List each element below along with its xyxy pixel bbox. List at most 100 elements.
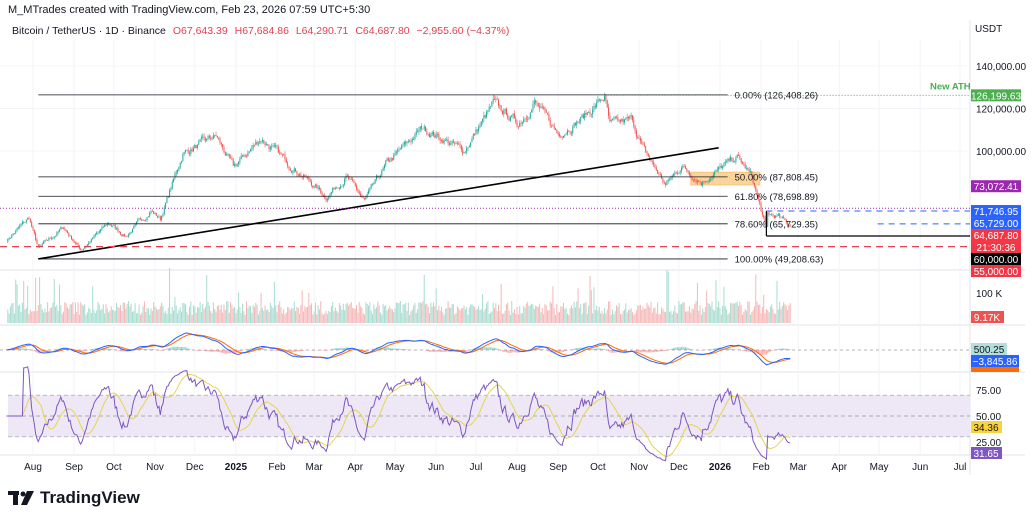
volume-bar xyxy=(223,304,225,323)
volume-bar xyxy=(165,310,167,323)
tradingview-logo[interactable]: TradingView xyxy=(8,488,140,508)
candle-body xyxy=(667,179,669,181)
volume-bar xyxy=(545,305,547,323)
macd-histogram-bar xyxy=(744,350,746,352)
volume-bar xyxy=(767,310,769,323)
macd-histogram-bar xyxy=(15,348,17,350)
candle-body xyxy=(467,147,469,149)
candle-body xyxy=(784,218,786,220)
macd-histogram-bar xyxy=(732,349,734,350)
volume-bar xyxy=(621,314,623,323)
candle-body xyxy=(619,119,621,122)
volume-bar xyxy=(303,311,305,323)
volume-bar xyxy=(405,302,407,323)
volume-bar xyxy=(460,308,462,323)
candle-body xyxy=(714,172,716,175)
volume-bar xyxy=(394,308,396,323)
candle-body xyxy=(235,164,237,166)
volume-bar xyxy=(175,305,177,323)
candle-body xyxy=(126,236,128,237)
macd-histogram-bar xyxy=(170,347,172,350)
candle-body xyxy=(617,117,619,121)
volume-bar xyxy=(102,304,104,323)
candle-body xyxy=(66,231,68,234)
macd-histogram-bar xyxy=(391,348,393,350)
volume-bar xyxy=(653,308,655,323)
candle-body xyxy=(677,172,679,174)
volume-bar xyxy=(108,312,110,323)
candle-body xyxy=(650,159,652,162)
candle-body xyxy=(157,215,159,218)
candle-body xyxy=(759,199,761,204)
macd-histogram-bar xyxy=(637,350,639,353)
volume-bar xyxy=(512,312,514,323)
volume-bar xyxy=(467,314,469,323)
macd-histogram-bar xyxy=(394,348,396,350)
candle-body xyxy=(147,216,149,218)
candle-body xyxy=(679,171,681,173)
macd-histogram-bar xyxy=(661,350,663,352)
candle-body xyxy=(117,228,119,232)
macd-histogram-bar xyxy=(207,350,209,352)
macd-histogram-bar xyxy=(560,350,562,353)
volume-bar xyxy=(421,303,423,323)
macd-histogram-bar xyxy=(35,350,37,353)
candle-body xyxy=(338,188,340,190)
candle-body xyxy=(332,187,334,193)
rsi-label-bg xyxy=(971,447,1002,459)
candle-body xyxy=(597,99,599,103)
trendline xyxy=(38,147,719,260)
candle-body xyxy=(45,239,47,241)
volume-bar xyxy=(637,305,639,323)
volume-bar xyxy=(179,307,181,323)
attribution: M_MTrades created with TradingView.com, … xyxy=(8,4,371,16)
volume-bar xyxy=(407,302,409,323)
macd-histogram-bar xyxy=(293,350,295,352)
macd-histogram-bar xyxy=(146,349,148,350)
candle-body xyxy=(422,128,424,130)
candle-body xyxy=(434,135,436,138)
macd-histogram-bar xyxy=(787,349,789,350)
candle-body xyxy=(151,211,153,212)
volume-bar xyxy=(287,307,289,323)
volume-bar xyxy=(314,302,316,323)
macd-histogram-bar xyxy=(674,347,676,350)
candle-body xyxy=(203,136,205,139)
candle-body xyxy=(704,181,706,182)
macd-histogram-bar xyxy=(482,347,484,350)
volume-bar xyxy=(536,306,538,323)
candle-body xyxy=(499,105,501,106)
candle-body xyxy=(531,109,533,113)
macd-histogram-bar xyxy=(573,348,575,350)
candle-body xyxy=(53,236,55,238)
macd-histogram-bar xyxy=(574,348,576,350)
candle-body xyxy=(84,247,86,249)
candle-body xyxy=(757,195,759,200)
rsi-ma-label: 34.36 xyxy=(973,423,998,434)
volume-bar xyxy=(12,303,14,323)
candle-body xyxy=(89,242,91,243)
candle-body xyxy=(214,134,216,136)
candle-body xyxy=(749,170,751,172)
macd-histogram-bar xyxy=(253,348,255,350)
macd-histogram-bar xyxy=(491,347,493,350)
macd-histogram-bar xyxy=(300,350,302,352)
macd-histogram-bar xyxy=(722,348,724,350)
volume-bar xyxy=(446,308,448,323)
macd-histogram-bar xyxy=(263,348,265,350)
macd-histogram-bar xyxy=(90,349,92,350)
candle-body xyxy=(310,181,312,186)
candle-body xyxy=(86,244,88,247)
candle-body xyxy=(569,131,571,133)
macd-histogram-bar xyxy=(277,350,279,351)
macd-label-bg xyxy=(971,355,1019,367)
volume-bar xyxy=(645,308,647,323)
candle-body xyxy=(444,140,446,142)
symbol-title[interactable]: Bitcoin / TetherUS · 1D · Binance xyxy=(12,25,166,37)
currency-label[interactable]: USDT xyxy=(975,24,1003,35)
volume-bar xyxy=(269,302,271,323)
fib-level-label: 61.80% (78,698.89) xyxy=(735,192,818,203)
volume-bar xyxy=(35,278,37,323)
volume-bar xyxy=(695,301,697,323)
